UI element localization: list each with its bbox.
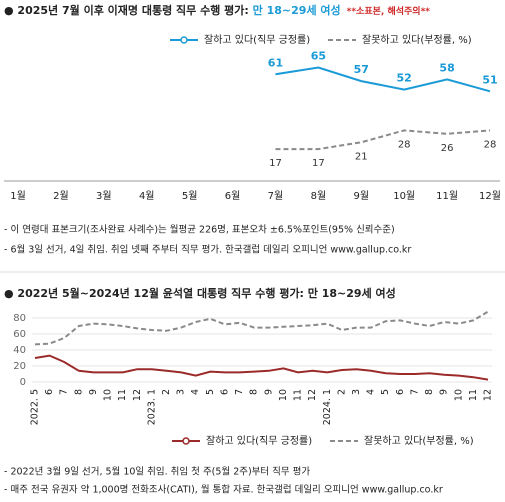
x-tick-label: 5	[380, 389, 391, 395]
x-tick-label: 12	[483, 389, 494, 401]
x-tick-label: 2	[336, 389, 347, 395]
x-tick-label: 2월	[53, 190, 69, 202]
legend-label: 잘못하고 있다(부정률, %)	[362, 33, 472, 46]
series-line	[275, 66, 491, 93]
x-tick-label: 12	[132, 389, 143, 401]
x-tick-label: 8	[73, 389, 84, 395]
x-tick-label: 11	[468, 389, 479, 401]
legend-label: 잘못하고 있다(부정률, %)	[364, 434, 474, 447]
x-tick-label: 4	[366, 389, 377, 395]
x-tick-label: 5	[205, 389, 216, 395]
x-tick-label: 7	[234, 389, 245, 395]
x-tick-label: 11	[117, 389, 128, 401]
x-tick-label: 2	[161, 389, 172, 395]
x-tick-label: 2022. 5	[30, 389, 41, 425]
y-tick-label: 40	[13, 345, 26, 356]
subtitle: 만 18~29세 여성	[253, 3, 341, 17]
x-tick-label: 4월	[139, 190, 155, 202]
x-tick-label: 11	[293, 389, 304, 401]
data-label: 17	[312, 158, 325, 169]
series-line	[34, 354, 489, 381]
x-tick-label: 3	[351, 389, 362, 395]
data-label: 58	[439, 61, 454, 74]
x-tick-label: 9	[88, 389, 99, 395]
x-tick-label: 12	[307, 389, 318, 401]
data-label: 51	[482, 73, 497, 86]
x-tick-label: 8	[249, 389, 260, 395]
x-tick-label: 2024. 1	[322, 389, 333, 425]
data-label: 65	[311, 50, 326, 63]
note: - 매주 전국 유권자 약 1,000명 전화조사(CATI), 월 통합 자료…	[4, 484, 443, 496]
x-tick-label: 10	[278, 389, 289, 401]
x-tick-label: 7	[59, 389, 70, 395]
legend-marker	[180, 36, 188, 44]
data-label: 28	[484, 139, 497, 150]
chart-title: ● 2022년 5월~2024년 12월 윤석열 대통령 직무 수행 평가: 만…	[4, 286, 396, 300]
data-label: 26	[441, 143, 454, 154]
x-tick-label: 10	[453, 389, 464, 401]
legend-label: 잘하고 있다(직무 긍정률)	[204, 33, 310, 46]
data-label: 52	[397, 72, 412, 85]
legend-marker	[182, 437, 190, 445]
x-tick-label: 6	[219, 389, 230, 395]
x-tick-label: 6	[44, 389, 55, 395]
x-tick-label: 7월	[268, 190, 284, 202]
x-tick-label: 6	[395, 389, 406, 395]
x-tick-label: 9월	[353, 190, 369, 202]
annotation: **소표본, 해석주의**	[347, 5, 431, 17]
legend-label: 잘하고 있다(직무 긍정률)	[206, 434, 312, 447]
note: - 2022년 3월 9일 선거, 5월 10일 취임. 취임 첫 주(5월 2…	[4, 466, 310, 478]
data-label: 61	[268, 56, 283, 69]
x-tick-label: 6월	[225, 190, 241, 202]
data-label: 17	[269, 158, 282, 169]
series-line	[34, 310, 489, 346]
data-label: 21	[355, 151, 368, 162]
x-tick-label: 9	[439, 389, 450, 395]
title: ● 2025년 7월 이후 이재명 대통령 직무 수행 평가:	[4, 3, 253, 17]
y-tick-label: 20	[13, 361, 26, 372]
y-tick-label: 60	[13, 329, 26, 340]
note: - 6월 3일 선거, 4일 취임. 취임 넷째 주부터 직무 평가. 한국갤럽…	[4, 244, 411, 256]
chart-title: ● 2025년 7월 이후 이재명 대통령 직무 수행 평가: 만 18~29세…	[4, 3, 430, 17]
x-tick-label: 12월	[479, 190, 501, 202]
y-tick-label: 80	[13, 313, 26, 324]
x-tick-label: 3	[176, 389, 187, 395]
x-tick-label: 1월	[10, 190, 26, 202]
note: - 이 연령대 표본크기(조사완료 사례수)는 월평균 226명, 표본오차 ±…	[4, 224, 395, 236]
x-tick-label: 5월	[182, 190, 198, 202]
x-tick-label: 10월	[393, 190, 415, 202]
x-tick-label: 8월	[311, 190, 327, 202]
x-tick-label: 2023. 1	[146, 389, 157, 425]
x-tick-label: 4	[190, 389, 201, 395]
data-label: 28	[398, 139, 411, 150]
x-tick-label: 8	[424, 389, 435, 395]
x-tick-label: 9	[263, 389, 274, 395]
x-tick-label: 7	[409, 389, 420, 395]
data-label: 57	[354, 63, 369, 76]
x-tick-label: 11월	[436, 190, 458, 202]
x-tick-label: 3월	[96, 190, 112, 202]
x-tick-label: 10	[103, 389, 114, 401]
y-tick-label: 0	[20, 377, 26, 388]
series-line	[275, 129, 491, 151]
